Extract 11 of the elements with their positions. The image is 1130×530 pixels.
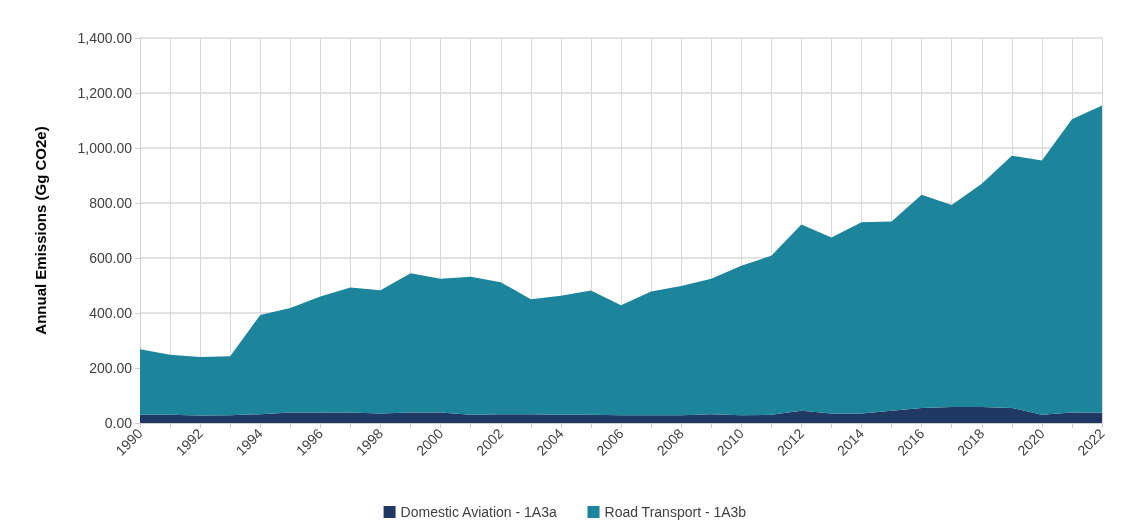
y-tick-label: 1,400.00 — [77, 30, 133, 46]
y-axis-title: Annual Emissions (Gg CO2e) — [32, 126, 49, 335]
y-tick-label: 600.00 — [89, 250, 133, 266]
y-tick-label: 800.00 — [89, 195, 133, 211]
legend-label: Domestic Aviation - 1A3a — [400, 504, 557, 520]
legend-label: Road Transport - 1A3b — [604, 504, 747, 520]
y-tick-label: 0.00 — [104, 415, 133, 431]
y-tick-label: 400.00 — [89, 305, 133, 321]
y-tick-label: 1,000.00 — [77, 140, 133, 156]
y-tick-label: 1,200.00 — [77, 85, 133, 101]
y-tick-label: 200.00 — [89, 360, 133, 376]
